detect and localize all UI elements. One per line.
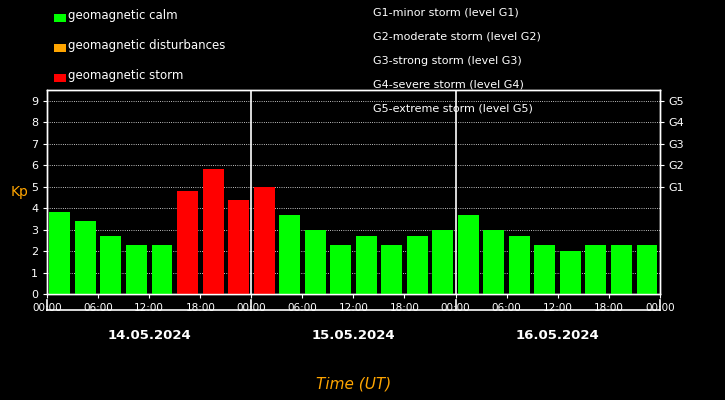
Bar — [126, 245, 147, 294]
Text: 16.05.2024: 16.05.2024 — [515, 329, 600, 342]
Bar — [484, 230, 505, 294]
Bar — [279, 214, 300, 294]
Bar — [637, 245, 658, 294]
Bar — [381, 245, 402, 294]
Y-axis label: Kp: Kp — [11, 185, 29, 199]
Bar — [534, 245, 555, 294]
Bar — [152, 245, 173, 294]
Bar — [75, 221, 96, 294]
Text: geomagnetic storm: geomagnetic storm — [68, 70, 183, 82]
Text: G2-moderate storm (level G2): G2-moderate storm (level G2) — [373, 32, 542, 42]
Bar — [509, 236, 530, 294]
Text: 14.05.2024: 14.05.2024 — [107, 329, 191, 342]
Bar — [254, 187, 275, 294]
Bar — [611, 245, 632, 294]
Text: G4-severe storm (level G4): G4-severe storm (level G4) — [373, 80, 524, 90]
Text: geomagnetic calm: geomagnetic calm — [68, 10, 178, 22]
Bar — [586, 245, 606, 294]
Bar — [177, 191, 198, 294]
Text: Time (UT): Time (UT) — [316, 376, 392, 391]
Bar — [458, 214, 478, 294]
Bar — [407, 236, 428, 294]
Text: G3-strong storm (level G3): G3-strong storm (level G3) — [373, 56, 522, 66]
Text: G1-minor storm (level G1): G1-minor storm (level G1) — [373, 8, 519, 18]
Bar — [560, 251, 581, 294]
Text: G5-extreme storm (level G5): G5-extreme storm (level G5) — [373, 104, 534, 114]
Text: 15.05.2024: 15.05.2024 — [312, 329, 395, 342]
Bar — [101, 236, 121, 294]
Bar — [432, 230, 453, 294]
Bar — [356, 236, 377, 294]
Text: geomagnetic disturbances: geomagnetic disturbances — [68, 40, 225, 52]
Bar — [304, 230, 326, 294]
Bar — [228, 200, 249, 294]
Bar — [330, 245, 351, 294]
Bar — [49, 212, 70, 294]
Bar — [202, 170, 223, 294]
